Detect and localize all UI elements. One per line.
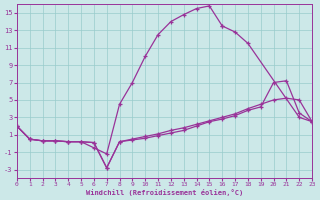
X-axis label: Windchill (Refroidissement éolien,°C): Windchill (Refroidissement éolien,°C) [86,189,243,196]
